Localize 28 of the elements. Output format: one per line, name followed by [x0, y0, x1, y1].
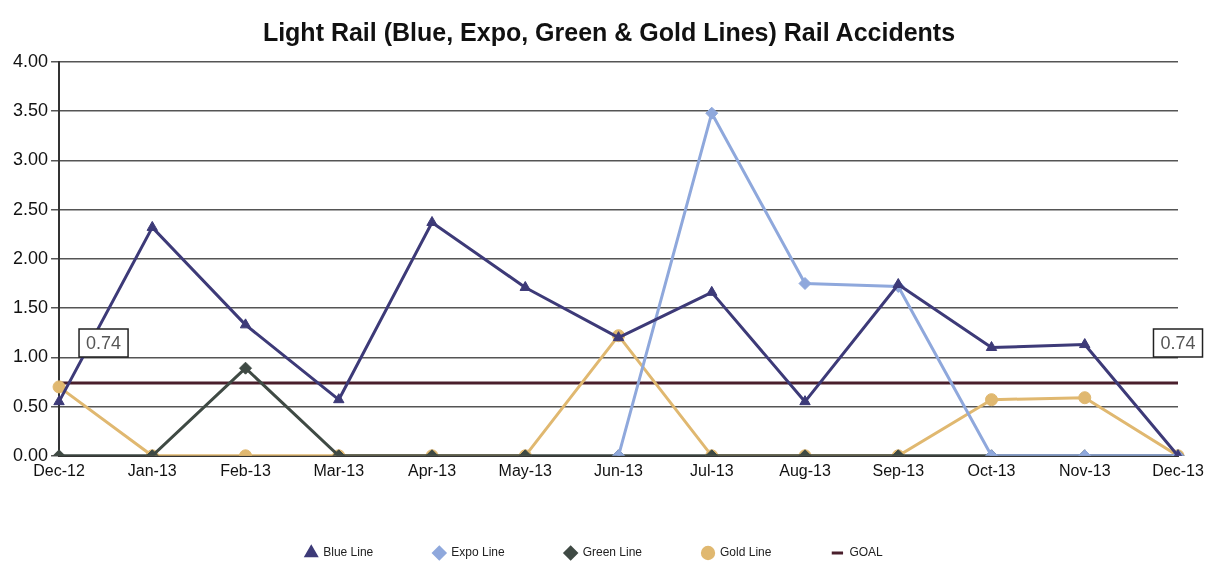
x-tick-label: Nov-13 [1058, 461, 1111, 479]
x-tick-label: Apr-13 [408, 461, 457, 479]
legend-label: Green Line [582, 545, 643, 560]
y-tick-label: 3.00 [12, 149, 49, 170]
legend-label: Gold Line [720, 545, 772, 560]
data-label: 0.74 [86, 332, 122, 353]
x-tick-label: Feb-13 [220, 461, 271, 479]
data-label: 0.74 [1160, 332, 1196, 353]
y-tick-label: 1.00 [12, 346, 49, 367]
chart-title: Light Rail (Blue, Expo, Green & Gold Lines) Rail Accidents [261, 18, 957, 47]
x-tick-label: Jul-13 [689, 461, 734, 479]
x-tick-label: Mar-13 [313, 461, 365, 479]
x-tick-label: Oct-13 [967, 461, 1016, 479]
legend-label: Expo Line [451, 545, 505, 560]
x-tick-label: Sep-13 [872, 461, 925, 479]
x-tick-label: May-13 [498, 461, 553, 479]
legend-label: Blue Line [323, 545, 374, 560]
x-tick-label: Jun-13 [594, 461, 644, 479]
x-tick-label: Aug-13 [779, 461, 831, 479]
legend-label: GOAL [849, 545, 884, 560]
y-tick-label: 3.50 [12, 100, 49, 121]
y-tick-label: 2.50 [12, 198, 49, 219]
y-tick-label: 4.00 [12, 50, 49, 71]
x-tick-label: Dec-13 [1152, 461, 1204, 479]
y-tick-label: 1.50 [12, 297, 49, 318]
y-tick-label: 2.00 [12, 247, 49, 268]
x-tick-label: Jan-13 [127, 461, 177, 479]
y-tick-label: 0.50 [12, 395, 49, 416]
